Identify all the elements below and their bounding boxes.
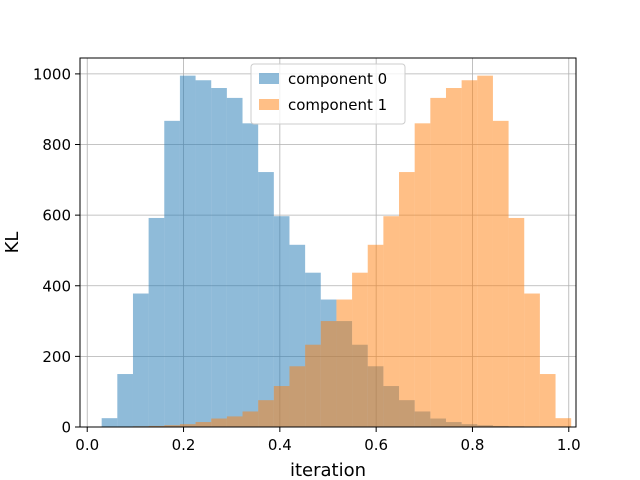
- x-tick-label: 0.0: [75, 436, 99, 454]
- legend-label-component-0: component 0: [288, 70, 387, 88]
- bar-component-0: [132, 293, 149, 427]
- x-tick-label: 1.0: [557, 436, 581, 454]
- y-tick-label: 200: [42, 348, 71, 366]
- bar-component-1: [226, 416, 243, 427]
- bar-component-0: [273, 216, 290, 427]
- bar-component-0: [226, 97, 243, 428]
- bar-component-1: [367, 244, 384, 427]
- bar-component-0: [148, 217, 165, 427]
- bar-component-1: [430, 97, 446, 428]
- bar-component-0: [179, 75, 196, 427]
- bar-component-1: [461, 80, 478, 427]
- bar-component-1: [320, 321, 337, 427]
- bar-component-1: [289, 366, 306, 427]
- bar-component-1: [242, 411, 259, 427]
- legend-box: [250, 63, 406, 125]
- bar-component-0: [101, 418, 118, 427]
- x-tick-label: 0.4: [268, 436, 292, 454]
- bar-component-1: [336, 299, 353, 427]
- bar-component-1: [539, 374, 556, 427]
- bar-component-0: [242, 123, 259, 428]
- x-axis-label: iteration: [290, 460, 366, 480]
- bar-component-1: [445, 88, 462, 428]
- plot-frame: [79, 57, 577, 428]
- bar-component-1: [179, 424, 196, 427]
- bar-component-1: [508, 217, 525, 427]
- bar-component-1: [383, 216, 400, 427]
- x-tick-label: 0.2: [172, 436, 196, 454]
- bar-component-1: [273, 386, 290, 427]
- legend-label-component-1: component 1: [288, 96, 387, 114]
- bar-component-1: [195, 422, 212, 427]
- bar-component-1: [477, 75, 493, 427]
- x-tick-label: 0.6: [364, 436, 388, 454]
- bar-component-1: [414, 123, 431, 428]
- bar-component-0: [211, 88, 227, 428]
- bar-component-1: [399, 172, 415, 427]
- bar-component-1: [258, 400, 274, 427]
- y-tick-label: 400: [42, 277, 71, 295]
- y-axis-label: KL: [2, 232, 23, 254]
- bar-component-0: [258, 172, 274, 427]
- bars: [101, 75, 572, 428]
- bar-component-0: [164, 120, 180, 428]
- bar-component-0: [195, 80, 212, 427]
- bar-component-1: [352, 272, 368, 427]
- bar-component-1: [148, 425, 165, 427]
- y-tick-label: 1000: [33, 65, 71, 83]
- bar-component-1: [524, 293, 540, 427]
- bar-component-1: [164, 425, 180, 427]
- y-tick-label: 800: [42, 136, 71, 154]
- y-tick-label: 0: [61, 419, 71, 437]
- bar-component-1: [211, 418, 227, 427]
- bar-component-1: [492, 120, 509, 428]
- y-tick-label: 600: [42, 207, 71, 225]
- legend-swatch-component-1: [259, 99, 279, 110]
- legend: component 0 component 1: [250, 63, 406, 125]
- bar-component-0: [117, 374, 133, 427]
- bar-component-1: [305, 344, 321, 427]
- x-tick-label: 0.8: [461, 436, 485, 454]
- legend-swatch-component-0: [259, 73, 279, 84]
- bar-component-1: [555, 418, 572, 427]
- ticks: 0.0 0.2 0.4 0.6 0.8 1.0 0 200 400 600 800 1000: [33, 65, 581, 454]
